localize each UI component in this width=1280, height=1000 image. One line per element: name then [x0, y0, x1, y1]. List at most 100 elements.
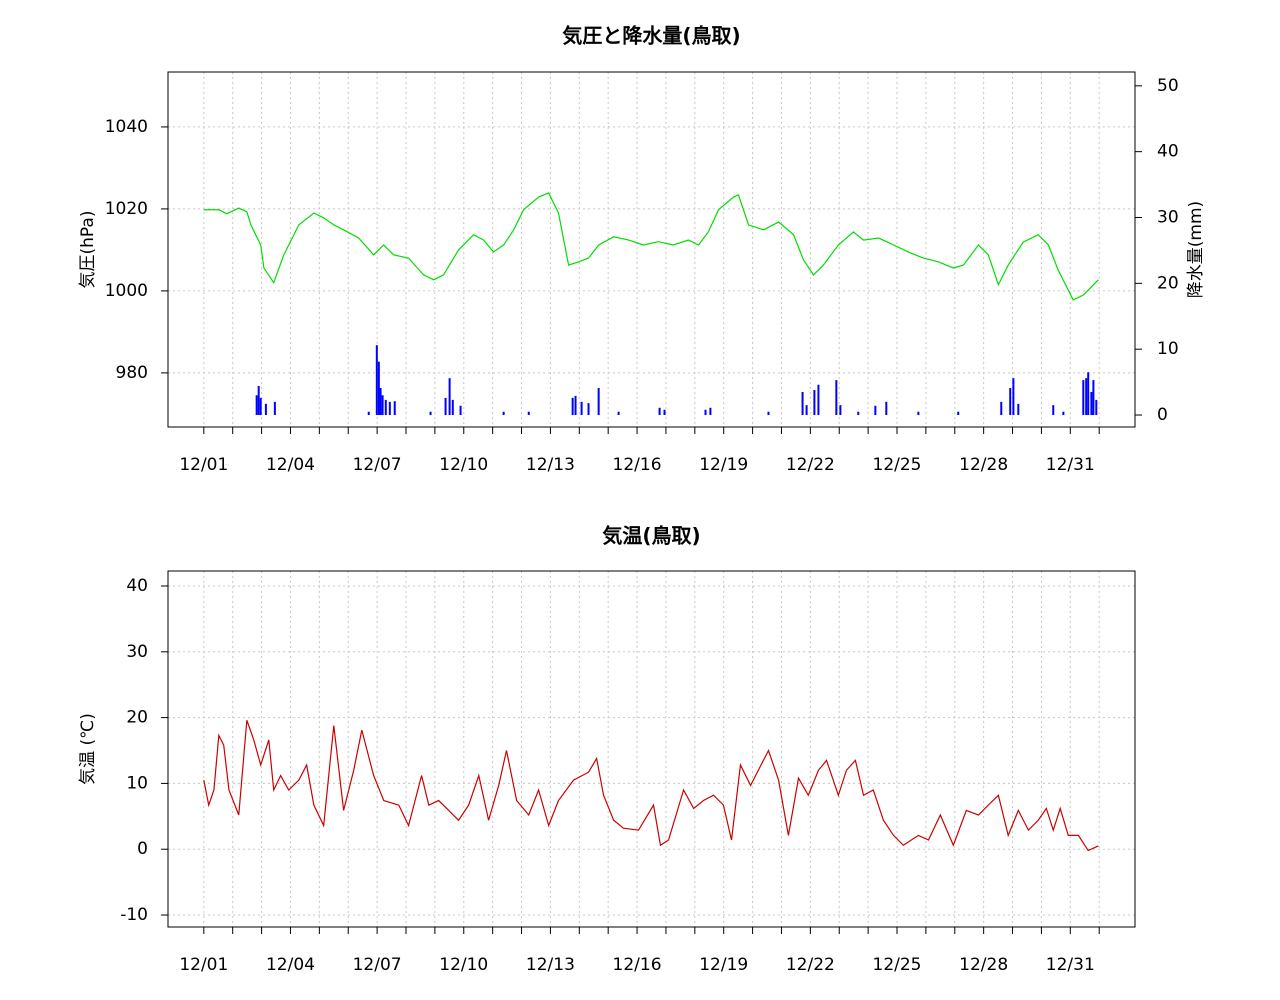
- bar: [384, 399, 387, 416]
- bar: [571, 397, 574, 416]
- bar: [957, 411, 960, 416]
- x-tick-label: 12/01: [179, 455, 228, 475]
- bar: [1012, 378, 1015, 416]
- bar: [375, 345, 378, 416]
- x-tick-label: 12/28: [959, 955, 1008, 975]
- y2-tick-label: 40: [1157, 142, 1179, 162]
- bar: [381, 395, 384, 416]
- bar: [704, 409, 707, 416]
- y-tick-label: 1040: [105, 117, 148, 137]
- y-tick-label: -10: [120, 905, 148, 925]
- y2-tick-label: 10: [1157, 339, 1179, 359]
- x-tick-label: 12/07: [353, 955, 402, 975]
- bar: [377, 361, 380, 416]
- chart-title: 気温(鳥取): [602, 524, 700, 548]
- x-tick-label: 12/13: [526, 455, 575, 475]
- bar: [658, 407, 661, 416]
- x-tick-label: 12/22: [786, 955, 835, 975]
- y-tick-label: 30: [126, 642, 148, 662]
- bar: [388, 401, 391, 416]
- plot-frame: [167, 71, 1136, 428]
- bar: [857, 411, 860, 416]
- x-tick-label: 12/04: [266, 955, 315, 975]
- bar: [1062, 411, 1065, 416]
- x-tick-label: 12/16: [613, 955, 662, 975]
- y2-tick-label: 0: [1157, 405, 1168, 425]
- bar: [580, 401, 583, 416]
- bar: [874, 405, 877, 416]
- y-tick-label: 1020: [105, 199, 148, 219]
- y-tick-label: 1000: [105, 281, 148, 301]
- bar: [617, 411, 620, 416]
- y-tick-label: 20: [126, 708, 148, 728]
- bar: [273, 401, 276, 416]
- bar: [1087, 372, 1090, 416]
- bar: [805, 405, 808, 416]
- y-tick-label: 40: [126, 576, 148, 596]
- panel: 気温(鳥取) 気温 (℃) 12/01 12/04 12/07 12/10 12/13 12/…: [78, 524, 1136, 975]
- bar: [1085, 378, 1088, 416]
- bar: [1090, 391, 1093, 416]
- x-tick-label: 12/04: [266, 455, 315, 475]
- x-tick-label: 12/01: [179, 955, 228, 975]
- bar: [1000, 401, 1003, 416]
- y-tick-label: 980: [116, 363, 148, 383]
- bar: [817, 384, 820, 416]
- bar: [587, 403, 590, 416]
- bar: [444, 397, 447, 416]
- x-tick-label: 12/31: [1046, 955, 1095, 975]
- bar: [429, 411, 432, 416]
- bar: [1095, 399, 1098, 416]
- bar: [264, 403, 267, 416]
- plot-frame: [167, 570, 1136, 928]
- bar: [835, 380, 838, 416]
- y-axis-label: 気温 (℃): [78, 713, 98, 785]
- bar: [801, 391, 804, 416]
- bar: [709, 407, 712, 416]
- bar: [663, 409, 666, 416]
- x-tick-label: 12/10: [439, 455, 488, 475]
- y-tick-label: 0: [137, 839, 148, 859]
- data-line: [203, 720, 1099, 852]
- bar: [1092, 380, 1095, 416]
- x-tick-label: 12/31: [1046, 455, 1095, 475]
- bar: [574, 395, 577, 416]
- x-tick-label: 12/19: [699, 455, 748, 475]
- bar: [813, 389, 816, 416]
- bar: [257, 386, 260, 416]
- x-tick-label: 12/28: [959, 455, 1008, 475]
- bar: [459, 405, 462, 416]
- y2-tick-label: 20: [1157, 273, 1179, 293]
- x-tick-label: 12/10: [439, 955, 488, 975]
- bar: [885, 401, 888, 416]
- chart-title: 気圧と降水量(鳥取): [562, 24, 740, 48]
- y2-axis-label: 降水量(mm): [1186, 201, 1206, 298]
- bar: [597, 388, 600, 416]
- x-tick-label: 12/13: [526, 955, 575, 975]
- x-tick-label: 12/22: [786, 455, 835, 475]
- x-tick-label: 12/19: [699, 955, 748, 975]
- bar: [839, 405, 842, 416]
- x-tick-label: 12/25: [873, 955, 922, 975]
- bar: [1017, 403, 1020, 416]
- x-tick-label: 12/16: [613, 455, 662, 475]
- bar: [393, 401, 396, 416]
- bar: [255, 395, 258, 416]
- bar: [1009, 388, 1012, 416]
- bar: [451, 399, 454, 416]
- data-line: [203, 192, 1099, 301]
- bar: [448, 378, 451, 416]
- bar: [502, 411, 505, 416]
- y2-tick-label: 30: [1157, 208, 1179, 228]
- bar: [917, 411, 920, 416]
- x-tick-label: 12/25: [873, 455, 922, 475]
- bar: [1082, 380, 1085, 416]
- bar: [767, 411, 770, 416]
- bar: [259, 397, 262, 416]
- bar: [1052, 405, 1055, 416]
- bar: [379, 388, 382, 416]
- y-tick-label: 10: [126, 773, 148, 793]
- panel: 気圧と降水量(鳥取) 気圧(hPa) 降水量(mm) 12/01 12/04 12/07 1…: [78, 24, 1206, 476]
- y-axis-label: 気圧(hPa): [78, 211, 98, 289]
